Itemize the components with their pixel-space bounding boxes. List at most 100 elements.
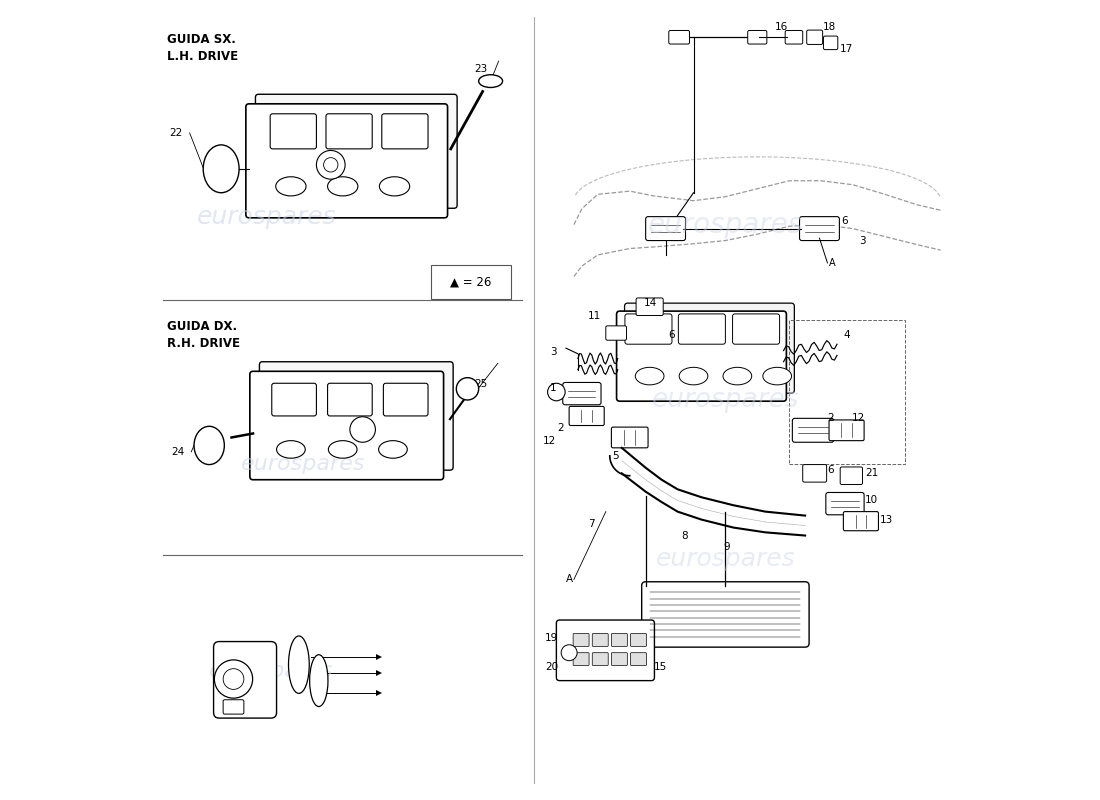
FancyBboxPatch shape [617,311,786,401]
Ellipse shape [636,367,664,385]
FancyBboxPatch shape [431,266,510,298]
FancyBboxPatch shape [612,653,627,666]
FancyBboxPatch shape [384,383,428,416]
FancyBboxPatch shape [826,493,865,515]
Text: 6: 6 [827,465,834,475]
Text: eurospares: eurospares [656,547,795,571]
Text: 10: 10 [865,495,878,506]
Ellipse shape [276,177,306,196]
Ellipse shape [456,378,478,400]
FancyBboxPatch shape [592,653,608,666]
Ellipse shape [679,367,708,385]
Text: 6: 6 [842,216,848,226]
FancyBboxPatch shape [563,382,601,405]
Text: eurospares: eurospares [241,454,365,474]
Text: 16: 16 [774,22,788,32]
FancyBboxPatch shape [328,383,372,416]
Text: eurospares: eurospares [197,205,337,229]
FancyBboxPatch shape [255,94,458,208]
FancyBboxPatch shape [733,314,780,344]
Ellipse shape [194,426,224,465]
Text: 2: 2 [558,423,564,433]
Text: eurospares: eurospares [648,210,803,238]
Text: eurospares: eurospares [651,387,799,413]
FancyBboxPatch shape [612,427,648,448]
FancyBboxPatch shape [646,217,685,241]
FancyBboxPatch shape [844,512,879,530]
Text: 23: 23 [474,64,487,74]
Text: 1: 1 [550,383,557,393]
Text: 6: 6 [668,330,674,340]
Text: 20: 20 [544,662,558,672]
Circle shape [223,669,244,690]
Text: 7: 7 [588,518,595,529]
Circle shape [350,417,375,442]
FancyBboxPatch shape [272,383,317,416]
Text: 2: 2 [827,413,834,422]
FancyBboxPatch shape [630,653,647,666]
Text: eurospares: eurospares [209,661,333,681]
FancyBboxPatch shape [785,30,803,44]
Ellipse shape [478,74,503,87]
Text: 3: 3 [859,235,866,246]
Text: 12: 12 [543,437,557,446]
Ellipse shape [288,636,309,694]
FancyBboxPatch shape [612,634,627,646]
Ellipse shape [378,441,407,458]
FancyBboxPatch shape [829,420,865,441]
Text: 18: 18 [823,22,836,32]
FancyBboxPatch shape [223,700,244,714]
FancyBboxPatch shape [382,114,428,149]
FancyBboxPatch shape [630,634,647,646]
FancyBboxPatch shape [573,653,590,666]
Text: 15: 15 [653,662,667,672]
FancyBboxPatch shape [250,371,443,480]
FancyBboxPatch shape [636,298,663,315]
FancyBboxPatch shape [792,418,834,442]
Text: 4: 4 [844,330,850,340]
Ellipse shape [204,145,239,193]
Text: 22: 22 [169,128,183,138]
FancyBboxPatch shape [592,634,608,646]
Text: A: A [829,258,836,268]
FancyBboxPatch shape [840,467,862,485]
Text: 13: 13 [880,514,893,525]
Text: 11: 11 [588,311,602,322]
FancyBboxPatch shape [803,465,826,482]
Circle shape [317,150,345,179]
FancyBboxPatch shape [271,114,317,149]
Ellipse shape [379,177,409,196]
Text: 21: 21 [865,468,878,478]
Text: 24: 24 [172,447,185,457]
Circle shape [323,158,338,172]
Ellipse shape [328,177,358,196]
FancyBboxPatch shape [557,620,654,681]
Text: 9: 9 [724,542,730,553]
Text: 5: 5 [613,451,619,461]
Ellipse shape [723,367,751,385]
Circle shape [561,645,578,661]
Circle shape [214,660,253,698]
FancyBboxPatch shape [824,36,838,50]
FancyBboxPatch shape [246,104,448,218]
FancyBboxPatch shape [679,314,725,344]
Text: ▲ = 26: ▲ = 26 [450,275,492,289]
Ellipse shape [329,441,358,458]
Ellipse shape [309,654,328,706]
Ellipse shape [276,441,306,458]
FancyBboxPatch shape [573,634,590,646]
FancyBboxPatch shape [748,30,767,44]
FancyBboxPatch shape [606,326,627,340]
FancyBboxPatch shape [260,362,453,470]
FancyBboxPatch shape [326,114,372,149]
FancyBboxPatch shape [806,30,823,45]
Text: 8: 8 [682,530,689,541]
FancyBboxPatch shape [213,642,276,718]
FancyBboxPatch shape [625,303,794,394]
FancyBboxPatch shape [669,30,690,44]
Text: A: A [565,574,573,584]
FancyBboxPatch shape [569,406,604,426]
Text: 17: 17 [840,44,854,54]
FancyBboxPatch shape [641,582,810,647]
Text: 14: 14 [645,298,658,308]
